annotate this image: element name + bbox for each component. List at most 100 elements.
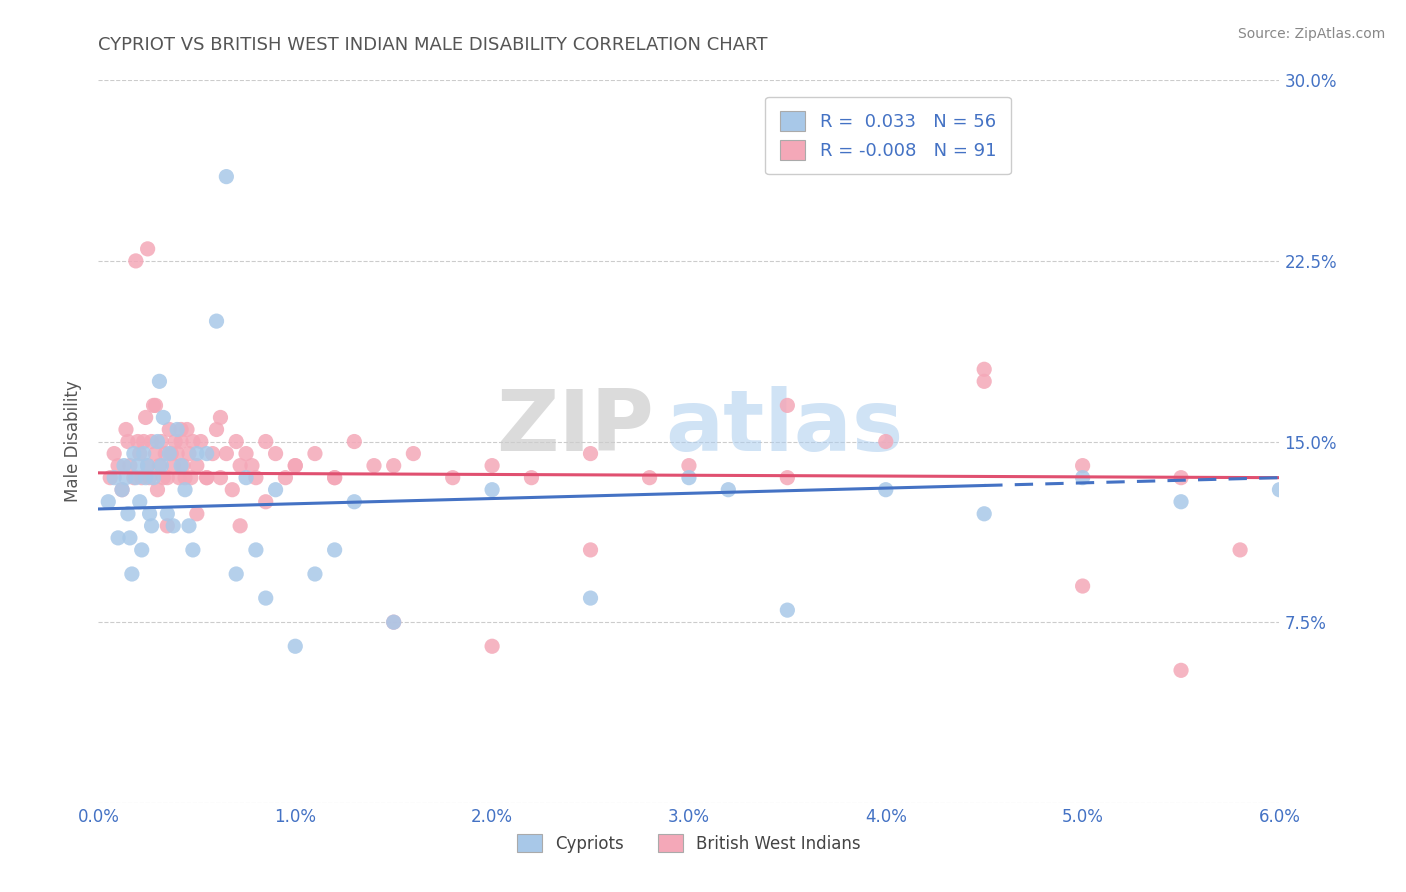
Point (136, 458, 159, 473)
Point (138, 471, 160, 485)
Point (186, 446, 208, 460)
Point (481, 483, 503, 497)
Point (156, 471, 179, 485)
Point (776, 471, 799, 485)
Y-axis label: Male Disability: Male Disability (65, 381, 83, 502)
Point (402, 446, 425, 460)
Point (177, 519, 200, 533)
Point (343, 434, 366, 449)
Point (973, 507, 995, 521)
Text: Source: ZipAtlas.com: Source: ZipAtlas.com (1237, 27, 1385, 41)
Point (225, 434, 247, 449)
Point (156, 507, 179, 521)
Point (245, 471, 267, 485)
Point (1170, 664, 1192, 678)
Point (150, 458, 173, 473)
Point (117, 434, 139, 449)
Point (136, 458, 159, 473)
Point (323, 542, 346, 557)
Point (157, 423, 180, 437)
Point (343, 494, 366, 508)
Point (304, 567, 326, 582)
Point (141, 434, 163, 449)
Point (170, 458, 193, 473)
Point (304, 446, 326, 460)
Point (195, 446, 218, 460)
Point (118, 531, 141, 545)
Point (579, 446, 602, 460)
Point (235, 446, 257, 460)
Point (254, 434, 277, 449)
Point (132, 446, 155, 460)
Point (441, 471, 464, 485)
Point (875, 434, 897, 449)
Point (382, 615, 405, 630)
Point (973, 375, 995, 389)
Point (131, 471, 153, 485)
Point (240, 458, 263, 473)
Point (274, 471, 297, 485)
Text: atlas: atlas (665, 385, 904, 468)
Point (382, 615, 405, 630)
Point (284, 458, 307, 473)
Point (146, 483, 169, 497)
Point (1071, 579, 1094, 593)
Point (323, 471, 346, 485)
Point (205, 423, 228, 437)
Point (122, 446, 145, 460)
Text: CYPRIOT VS BRITISH WEST INDIAN MALE DISABILITY CORRELATION CHART: CYPRIOT VS BRITISH WEST INDIAN MALE DISA… (98, 36, 768, 54)
Point (638, 471, 661, 485)
Point (209, 471, 232, 485)
Point (125, 471, 148, 485)
Point (162, 519, 184, 533)
Point (264, 483, 287, 497)
Point (150, 434, 173, 449)
Point (363, 458, 385, 473)
Point (136, 242, 159, 256)
Point (186, 507, 208, 521)
Point (107, 531, 129, 545)
Point (156, 519, 179, 533)
Point (973, 362, 995, 376)
Point (235, 471, 257, 485)
Point (118, 458, 141, 473)
Point (176, 423, 198, 437)
Point (215, 169, 238, 184)
Point (678, 458, 700, 473)
Point (112, 458, 135, 473)
Point (229, 519, 252, 533)
Point (717, 483, 740, 497)
Point (323, 471, 346, 485)
Point (215, 446, 238, 460)
Point (284, 639, 307, 653)
Point (174, 483, 197, 497)
Point (170, 434, 193, 449)
Point (121, 567, 143, 582)
Point (127, 458, 149, 473)
Point (111, 483, 134, 497)
Point (776, 603, 799, 617)
Point (205, 314, 228, 328)
Point (195, 471, 218, 485)
Point (98, 471, 121, 485)
Point (165, 434, 187, 449)
Point (135, 410, 157, 425)
Point (155, 446, 177, 460)
Point (146, 434, 169, 449)
Point (125, 253, 148, 268)
Point (254, 591, 277, 606)
Point (201, 446, 224, 460)
Point (138, 507, 160, 521)
Point (225, 567, 247, 582)
Point (172, 458, 194, 473)
Point (1229, 542, 1251, 557)
Point (167, 471, 190, 485)
Point (180, 471, 202, 485)
Point (157, 446, 180, 460)
Point (579, 542, 602, 557)
Point (481, 639, 503, 653)
Point (177, 446, 200, 460)
Point (264, 446, 287, 460)
Text: ZIP: ZIP (496, 385, 654, 468)
Point (186, 458, 208, 473)
